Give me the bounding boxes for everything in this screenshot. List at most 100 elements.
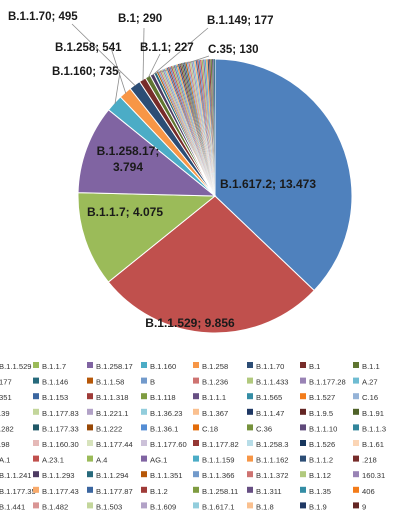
legend-swatch [87, 502, 93, 509]
legend-item-label: B.1.61 [362, 440, 384, 449]
legend-item-label: .98 [0, 440, 10, 449]
legend-item-label: B.1.258.3 [256, 440, 289, 449]
legend-swatch [353, 471, 359, 478]
legend-swatch [193, 377, 199, 384]
legend-swatch [353, 362, 359, 368]
legend-item-label: 160.31 [362, 471, 385, 480]
legend-swatch [141, 440, 147, 446]
legend-swatch [141, 393, 147, 400]
legend-swatch [87, 486, 93, 493]
data-label-b-1: B.1; 290 [118, 13, 162, 25]
legend-item-label: A.1 [0, 456, 10, 465]
legend-swatch [193, 471, 199, 478]
legend-item-label: C.18 [202, 424, 218, 433]
leader-lines [71, 23, 210, 104]
legend-item-label: B.1.565 [256, 393, 282, 402]
data-label-b-1-1-529: B.1.1.529; 9.856 [145, 316, 235, 330]
data-label-b-1-258-17: B.1.258.17; 3.794 [97, 144, 160, 174]
legend-swatch [193, 455, 199, 462]
legend-item-label: B.1.1.7 [42, 362, 66, 371]
legend-swatch [247, 486, 253, 493]
legend-item-label: B.1.146 [42, 378, 68, 387]
pie-slice-b-1-1-7 [77, 192, 217, 283]
legend-swatch [141, 486, 147, 493]
legend-swatch [247, 502, 253, 509]
legend-item-label: .218 [362, 456, 377, 465]
leader-line [142, 27, 145, 81]
legend-item-label: B.1.236 [202, 378, 228, 387]
legend-item-label: B [150, 378, 155, 387]
legend-item-label: B.1.1.529 [0, 362, 32, 371]
legend-item-label: B.1.617.1 [202, 502, 235, 511]
data-labels: B.1.617.2; 13.473 B.1.1.529; 9.856 B.1.1.7… [8, 11, 316, 330]
legend-swatch [247, 471, 253, 478]
legend: B.1.1.529 B.1.1.7 B.1.258.17 B.1.160 B.1.258… [0, 362, 386, 511]
data-label-b-1-149: B.1.149; 177 [207, 15, 274, 27]
legend-swatch [33, 440, 39, 446]
legend-item-label: B.1.35 [309, 487, 331, 496]
legend-swatch [141, 408, 147, 415]
legend-swatch [87, 424, 93, 431]
legend-item-label: B.1.177.28 [309, 378, 346, 387]
legend-item-label: B.1.177.33 [42, 424, 79, 433]
legend-swatch [141, 455, 147, 462]
legend-item-label: B.1.1.366 [202, 471, 235, 480]
pie-slices [77, 58, 353, 334]
legend-item-label: B.1.177.43 [42, 487, 79, 496]
legend-swatch [33, 486, 39, 493]
legend-swatch [300, 486, 306, 493]
legend-item-label: B.1.91 [362, 409, 384, 418]
data-label-b-1-160: B.1.160; 735 [52, 66, 119, 78]
legend-item-label: B.1.311 [256, 487, 282, 496]
legend-swatch [353, 486, 359, 493]
legend-item-label: B.1.1.58 [96, 378, 124, 387]
legend-item-label: B.1.1.351 [150, 471, 183, 480]
legend-item-label: A.23.1 [42, 456, 64, 465]
legend-swatch [33, 471, 39, 478]
legend-swatch [87, 471, 93, 478]
legend-item-label: B.1.1.70 [256, 362, 284, 371]
legend-swatch [300, 393, 306, 400]
legend-swatch [193, 502, 199, 509]
legend-item-label: 9 [362, 502, 366, 511]
legend-swatch [141, 471, 147, 478]
pie-slice-b-1-617-2 [214, 58, 353, 292]
legend-item-label: B.1.1.318 [96, 393, 129, 402]
legend-swatch [353, 440, 359, 446]
legend-item-label: B.1.1.241 [0, 471, 32, 480]
legend-swatch [87, 455, 93, 462]
legend-swatch [353, 455, 359, 462]
legend-item-label: B.1.1.3 [362, 424, 386, 433]
legend-item-label: 406 [362, 487, 375, 496]
legend-swatch [300, 362, 306, 368]
legend-swatch [300, 502, 306, 509]
legend-swatch [353, 424, 359, 431]
leader-line [147, 53, 161, 78]
legend-swatch [300, 440, 306, 446]
pie-slice-minor [213, 58, 216, 197]
legend-item-label: B.1.258.17 [96, 362, 133, 371]
legend-swatch [193, 424, 199, 431]
legend-swatch [33, 362, 39, 368]
legend-item-label: B.1 [309, 362, 320, 371]
legend-item-label: B.1.1.293 [42, 471, 75, 480]
legend-swatch [247, 408, 253, 415]
legend-swatch [33, 377, 39, 384]
legend-swatch [353, 408, 359, 415]
legend-swatch [193, 393, 199, 400]
legend-swatch [193, 440, 199, 446]
legend-swatch [33, 393, 39, 400]
legend-item-label: C.16 [362, 393, 378, 402]
leader-line [71, 23, 136, 87]
data-label-b-1-1-70: B.1.1.70; 495 [8, 11, 78, 23]
legend-item-label: B.1.503 [96, 502, 122, 511]
legend-item-label: B.1.2 [150, 487, 168, 496]
legend-item-label: B.1.1.294 [96, 471, 129, 480]
legend-item-label: B.1.12 [309, 471, 331, 480]
legend-item-label: B.1.177.82 [202, 440, 239, 449]
legend-swatch [300, 424, 306, 431]
data-label-b-1-617-2: B.1.617.2; 13.473 [220, 177, 316, 191]
legend-swatch [300, 377, 306, 384]
legend-swatch [247, 377, 253, 384]
